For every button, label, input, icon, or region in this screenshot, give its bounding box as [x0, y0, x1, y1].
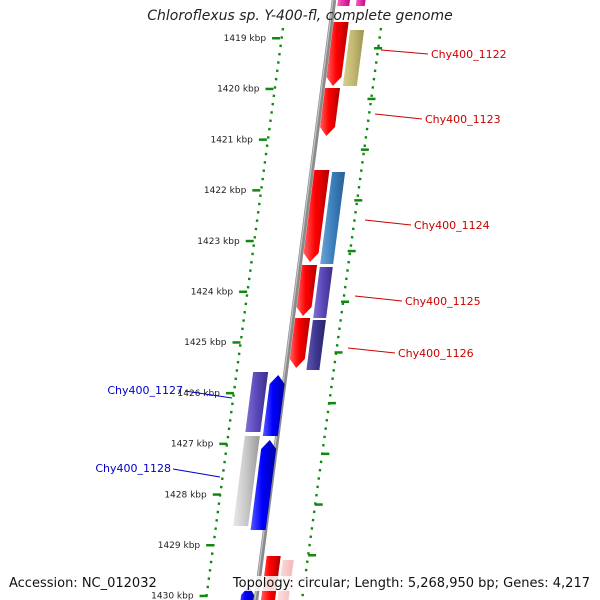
right-tick-mark: [347, 249, 356, 253]
right-tick-mark: [321, 452, 330, 456]
tick-label: 1422 kbp: [204, 186, 247, 196]
left-tick-mark: [239, 290, 248, 293]
left-tick-mark: [272, 37, 281, 40]
left-tick-mark: [258, 138, 267, 141]
tick-label: 1429 kbp: [158, 541, 201, 551]
tick-label: 1430 kbp: [151, 592, 194, 600]
right-tick-mark: [341, 300, 350, 303]
gene-arrow-forward[interactable]: [342, 30, 365, 86]
gene-arrow-chy400-1122[interactable]: [326, 22, 349, 86]
gene-arrow-reverse[interactable]: [250, 440, 277, 530]
tick-label: 1424 kbp: [191, 288, 234, 298]
tick-layer: 1419 kbp 1420 kbp 1421 kbp 1422 kbp 1423 kbp…: [151, 34, 383, 600]
gene-arrow-chy400-1128[interactable]: [233, 436, 260, 526]
gene-label-leader: [374, 113, 423, 120]
right-tick-mark: [327, 401, 336, 405]
gene-label-chy400-1124[interactable]: Chy400_1124: [414, 219, 490, 232]
right-tick-mark: [367, 97, 376, 101]
gene-label-chy400-1126[interactable]: Chy400_1126: [398, 347, 474, 360]
left-tick-mark: [252, 189, 261, 192]
left-tick-mark: [265, 87, 274, 91]
gene-arrow-chy400-1125[interactable]: [296, 265, 318, 316]
topology-text: Topology: circular; Length: 5,268,950 bp…: [232, 576, 590, 591]
gene-arrow-forward[interactable]: [306, 320, 326, 370]
left-tick-mark: [232, 341, 241, 344]
gene-label-leader: [184, 390, 233, 399]
tick-label: 1420 kbp: [217, 85, 260, 95]
gene-label-chy400-1123[interactable]: Chy400_1123: [425, 113, 501, 126]
gene-arrow-chy400-1126[interactable]: [289, 318, 311, 368]
left-tick-mark: [199, 594, 208, 598]
gene-label-chy400-1128[interactable]: Chy400_1128: [95, 462, 171, 475]
map-title: Chloroflexus sp. Y-400-fl, complete geno…: [147, 8, 453, 24]
tick-label: 1423 kbp: [197, 237, 240, 247]
right-tick-mark: [314, 503, 323, 506]
accession-text: Accession: NC_012032: [9, 576, 157, 591]
right-tick-mark: [334, 351, 343, 354]
gene-label-leader: [347, 347, 396, 354]
tick-label: 1419 kbp: [224, 34, 267, 44]
left-tick-mark: [225, 391, 234, 395]
tick-label: 1425 kbp: [184, 338, 227, 348]
right-tick-mark: [308, 554, 317, 557]
tick-label: 1421 kbp: [210, 135, 253, 145]
tick-label: 1427 kbp: [171, 440, 214, 450]
gene-arrow-chy400-1124[interactable]: [303, 170, 330, 262]
gene-label-chy400-1127[interactable]: Chy400_1127: [107, 384, 183, 397]
left-tick-mark: [219, 442, 228, 446]
tick-label: 1428 kbp: [164, 490, 207, 500]
gene-arrow-chy400-1123[interactable]: [319, 88, 341, 136]
gene-label-leader: [354, 295, 403, 302]
gene-arrow-forward[interactable]: [313, 267, 333, 318]
gene-label-chy400-1122[interactable]: Chy400_1122: [431, 48, 507, 61]
gene-label-leader: [364, 219, 412, 226]
right-tick-mark: [354, 199, 363, 202]
left-tick-mark: [245, 239, 254, 243]
gene-label-layer: Chy400_1122 Chy400_1123 Chy400_1124 Chy400_…: [95, 48, 507, 478]
gene-arrow-forward[interactable]: [320, 172, 346, 264]
tick-label: 1426 kbp: [178, 389, 221, 399]
gene-label-leader: [380, 49, 429, 55]
gene-label-leader: [172, 468, 221, 478]
gene-arrow-chy400-1127[interactable]: [245, 372, 269, 432]
right-tick-mark: [360, 148, 369, 151]
left-tick-mark: [206, 544, 215, 547]
gene-arrow-reverse[interactable]: [262, 375, 285, 436]
right-tick-mark: [374, 47, 383, 50]
gene-arrow-forward[interactable]: [337, 0, 350, 6]
gene-label-chy400-1125[interactable]: Chy400_1125: [405, 295, 481, 308]
left-tick-mark: [212, 493, 221, 496]
left-dotted-track: [204, 27, 285, 600]
gene-arrow-forward[interactable]: [355, 0, 366, 6]
